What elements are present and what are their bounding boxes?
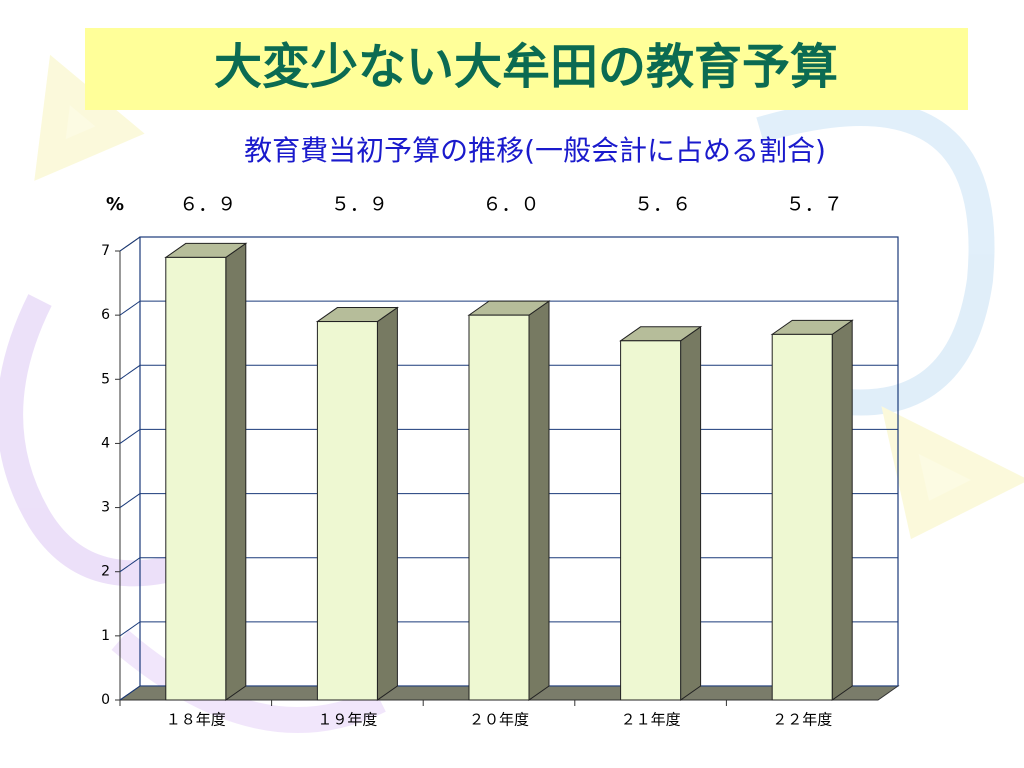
- bar-side: [528, 300, 550, 701]
- x-tick-label: ２１年度: [621, 711, 681, 729]
- grid-line: [119, 493, 141, 508]
- title-box: [85, 28, 968, 110]
- bar-side: [225, 242, 247, 701]
- x-tick-label: ２０年度: [469, 711, 529, 729]
- y-tick-label: 3: [101, 500, 110, 516]
- chart-subtitle: 教育費当初予算の推移(一般会計に占める割合): [244, 134, 826, 167]
- value-label: ５．６: [634, 194, 691, 216]
- y-tick-label: 0: [101, 692, 110, 708]
- y-tick-label: 5: [101, 371, 110, 387]
- grid-line: [119, 621, 141, 637]
- value-label: ６．９: [179, 194, 236, 216]
- value-label: ５．９: [331, 194, 388, 216]
- bar: [468, 314, 530, 701]
- bar: [620, 340, 682, 701]
- grid-line: [119, 685, 141, 701]
- bar: [165, 256, 227, 701]
- x-tick-label: ２２年度: [772, 711, 832, 729]
- value-label: ６．０: [482, 194, 539, 216]
- y-unit: %: [106, 194, 124, 215]
- grid-line: [119, 364, 141, 380]
- x-tick-label: １９年度: [317, 711, 377, 729]
- bar-side: [376, 306, 398, 701]
- bar: [771, 333, 833, 701]
- bar-side: [680, 325, 702, 701]
- grid-line: [119, 557, 141, 573]
- bar-side: [831, 319, 853, 701]
- x-tick-label: １８年度: [166, 711, 226, 729]
- y-tick-label: 1: [101, 628, 110, 644]
- chart-title: 大変少ない大牟田の教育予算: [214, 39, 838, 95]
- grid-line: [119, 300, 141, 316]
- y-tick-label: 4: [101, 435, 110, 451]
- grid-line: [119, 236, 141, 252]
- y-tick-label: 7: [101, 243, 110, 259]
- bar: [316, 321, 378, 701]
- value-label: ５．７: [786, 194, 843, 216]
- grid-line: [119, 429, 141, 444]
- y-tick-label: 2: [101, 564, 110, 580]
- y-tick-label: 6: [101, 307, 110, 323]
